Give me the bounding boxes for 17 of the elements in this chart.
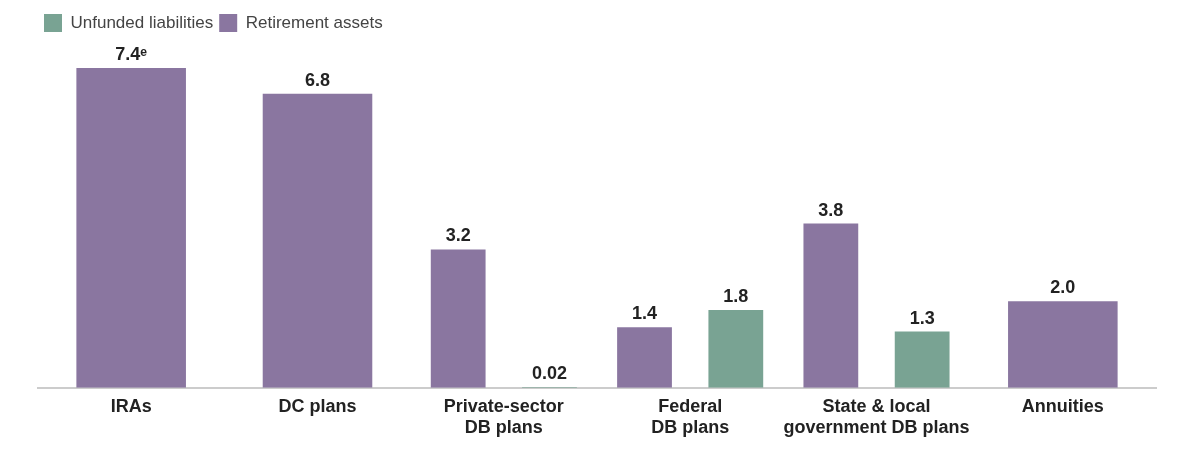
data-label: 3.8	[818, 199, 844, 220]
data-label: 1.3	[909, 307, 935, 328]
data-label: 7.4ᵉ	[115, 43, 148, 64]
x-tick-label: DC plans	[278, 395, 357, 416]
data-label: 6.8	[304, 69, 331, 90]
data-label: 3.2	[445, 225, 471, 246]
x-tick-label: State & local government DB plans	[783, 395, 970, 438]
x-tick-label: Annuities	[1021, 395, 1104, 416]
legend-label: Unfunded liabilities	[70, 12, 214, 32]
x-tick-label: IRAs	[110, 395, 152, 416]
legend-label: Retirement assets	[245, 12, 383, 32]
data-label: 1.4	[632, 303, 658, 324]
data-label: 1.8	[723, 285, 749, 306]
x-tick-label: Federal DB plans	[651, 395, 730, 438]
data-label: 2.0	[1050, 277, 1076, 298]
data-label: 0.02	[531, 362, 568, 383]
x-tick-label: Private-sector DB plans	[443, 395, 564, 438]
